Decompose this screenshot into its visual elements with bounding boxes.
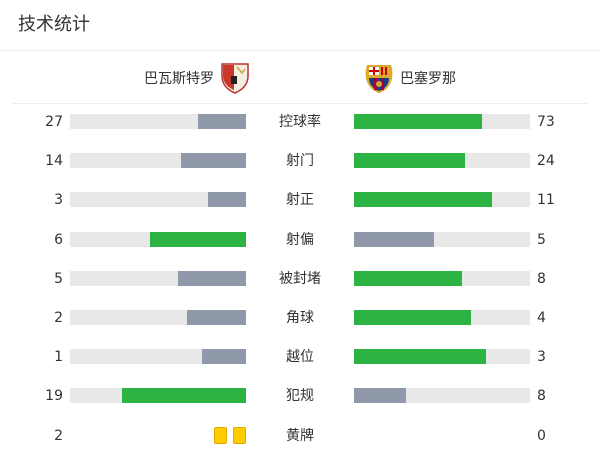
home-bar-fill: [198, 114, 246, 129]
away-bar-fill: [354, 192, 493, 208]
away-value: 73: [537, 114, 555, 130]
stat-label: 射正: [286, 192, 314, 209]
divider: [12, 103, 588, 104]
stat-row: 14 射门 24: [0, 152, 600, 170]
away-value: 8: [537, 270, 546, 287]
away-bar-fill: [354, 310, 472, 325]
home-bar: [70, 349, 246, 365]
stat-row: 27 控球率 73: [0, 113, 600, 131]
away-bar-fill: [354, 114, 483, 129]
home-value: 14: [45, 153, 63, 170]
away-bar-fill: [354, 388, 407, 404]
divider: [0, 50, 600, 51]
stat-row: 5 被封堵 8: [0, 270, 600, 288]
home-bar-fill: [202, 349, 246, 365]
stat-row-yellow-cards: 2 黄牌 0: [0, 426, 600, 445]
stat-label: 犯规: [286, 388, 314, 405]
home-value: 5: [54, 270, 63, 287]
home-value: 19: [45, 388, 63, 405]
away-bar: [354, 114, 530, 129]
away-bar: [354, 192, 530, 208]
away-bar-fill: [354, 349, 486, 365]
away-value: 0: [537, 427, 546, 444]
away-bar: [354, 349, 530, 365]
home-bar: [70, 114, 246, 129]
away-bar: [354, 270, 530, 286]
home-bar: [70, 192, 246, 208]
stat-label: 角球: [286, 310, 314, 326]
yellow-card-icon: [214, 426, 227, 444]
away-value: 8: [537, 388, 546, 405]
stat-label: 射门: [286, 153, 314, 170]
home-team: 巴瓦斯特罗: [144, 62, 250, 94]
home-bar: [70, 270, 246, 286]
away-bar-fill: [354, 270, 463, 286]
stat-row: 1 越位 3: [0, 348, 600, 366]
stat-row: 6 射偏 5: [0, 231, 600, 249]
home-bar: [70, 310, 246, 325]
home-bar-fill: [181, 153, 246, 169]
page-title: 技术统计: [18, 14, 90, 35]
away-bar: [354, 310, 530, 325]
home-value: 27: [45, 114, 63, 130]
stat-label: 越位: [286, 349, 314, 366]
away-value: 24: [537, 153, 555, 170]
home-bar-fill: [178, 270, 246, 286]
home-bar: [70, 388, 246, 404]
stat-row: 3 射正 11: [0, 191, 600, 209]
away-bar: [354, 153, 530, 169]
away-value: 3: [537, 349, 546, 366]
stat-row: 2 角球 4: [0, 309, 600, 327]
home-bar-fill: [122, 388, 246, 404]
away-value: 11: [537, 192, 555, 209]
home-team-name: 巴瓦斯特罗: [144, 71, 214, 87]
stat-label: 被封堵: [279, 270, 321, 287]
away-value: 5: [537, 231, 546, 248]
away-team: 巴塞罗那: [364, 62, 456, 94]
home-value: 2: [54, 427, 63, 444]
away-value: 4: [537, 310, 546, 326]
barcelona-crest-icon: [365, 65, 393, 93]
stat-label: 黄牌: [286, 427, 314, 444]
home-bar-fill: [208, 192, 246, 208]
away-bar: [354, 231, 530, 247]
stat-label: 射偏: [286, 231, 314, 248]
home-value: 1: [54, 349, 63, 366]
home-value: 3: [54, 192, 63, 209]
home-value: 6: [54, 231, 63, 248]
huesca-crest-icon: [221, 63, 249, 94]
away-bar-fill: [354, 153, 466, 169]
home-value: 2: [54, 310, 63, 326]
away-bar-fill: [354, 231, 434, 247]
yellow-card-icon: [233, 426, 246, 444]
home-bar: [70, 231, 246, 247]
stat-label: 控球率: [279, 114, 321, 130]
home-bar-fill: [150, 231, 246, 247]
home-bar-fill: [187, 310, 246, 325]
away-bar: [354, 388, 530, 404]
stat-row: 19 犯规 8: [0, 387, 600, 405]
away-team-name: 巴塞罗那: [400, 71, 456, 87]
home-bar: [70, 153, 246, 169]
